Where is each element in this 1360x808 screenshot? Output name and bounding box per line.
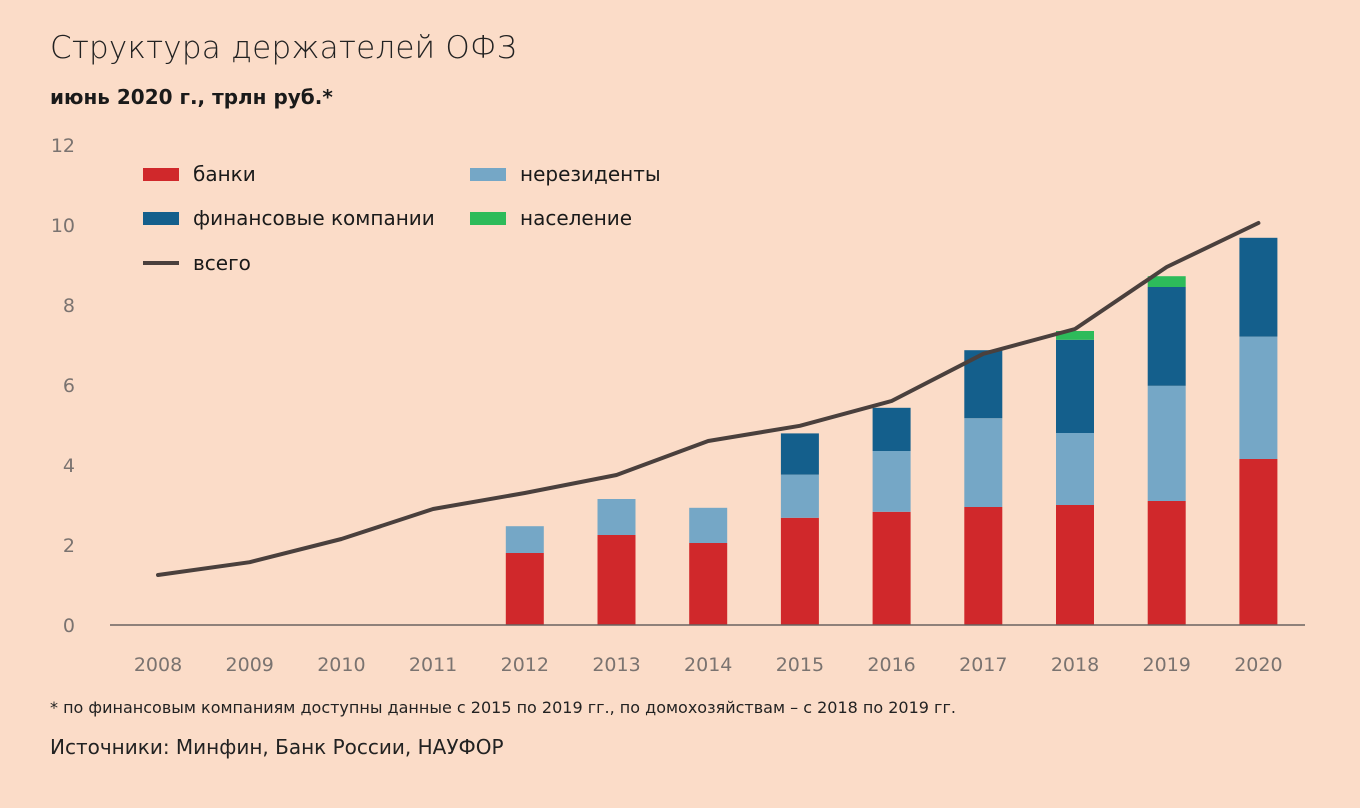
y-axis-ticks: 0 2 4 6 8 10 12 [51,135,75,637]
x-tick-label-2018: 2018 [1051,654,1099,676]
legend-label-1: нерезиденты [520,162,661,186]
bar-2012-series-1 [505,526,544,553]
bar-2017-series-1 [964,418,1003,507]
x-tick-label-2017: 2017 [959,654,1007,676]
bar-2013-series-1 [597,499,636,535]
bars-layer [505,237,1278,625]
x-axis-ticks: 2008 2009 2010 2011 2012 2013 2014 2015 2016 2017… [134,654,1283,676]
x-tick-label-2016: 2016 [867,654,915,676]
y-tick-label-12: 12 [51,135,75,157]
legend-swatch-2 [143,212,179,225]
x-tick-label-2015: 2015 [776,654,824,676]
bar-2018-series-3 [1056,331,1094,340]
x-tick-label-2010: 2010 [317,654,365,676]
bar-2018-series-1 [1056,433,1094,505]
bar-2015-series-1 [780,474,819,518]
bar-2018-series-0 [1056,505,1094,625]
x-tick-label-2012: 2012 [501,654,549,676]
bar-2015-series-0 [780,517,819,625]
bar-2018-series-2 [1056,339,1094,433]
legend-swatch-3 [470,212,506,225]
y-tick-label-6: 6 [63,375,75,397]
legend-label-2: финансовые компании [193,206,435,230]
x-tick-label-2009: 2009 [226,654,274,676]
bar-2020-series-1 [1239,336,1278,459]
footnote: * по финансовым компаниям доступны данны… [50,698,956,717]
legend-label-line: всего [193,251,251,275]
bar-2019-series-2 [1147,287,1186,386]
bar-2019-series-3 [1147,276,1186,287]
x-tick-label-2019: 2019 [1143,654,1191,676]
legend-label-3: население [520,206,632,230]
bar-2016-series-2 [872,407,911,451]
legend-swatch-0 [143,168,179,181]
bar-2017-series-0 [964,507,1003,625]
legend: банки нерезиденты финансовые компании насел… [143,162,661,275]
bar-2020-series-0 [1239,459,1278,625]
y-tick-label-4: 4 [63,455,75,477]
y-tick-label-2: 2 [63,535,75,557]
bar-2014-series-1 [689,507,728,543]
bar-2019-series-1 [1147,385,1186,501]
bar-2012-series-0 [505,553,544,625]
sources: Источники: Минфин, Банк России, НАУФОР [50,735,504,759]
y-tick-label-8: 8 [63,295,75,317]
x-tick-label-2011: 2011 [409,654,457,676]
chart-title: Структура держателей ОФЗ [50,30,517,66]
legend-label-0: банки [193,162,256,186]
bar-2020-series-2 [1239,237,1278,337]
chart-subtitle: июнь 2020 г., трлн руб.* [50,85,333,109]
x-tick-label-2013: 2013 [592,654,640,676]
x-tick-label-2008: 2008 [134,654,182,676]
bar-2019-series-0 [1147,501,1186,625]
legend-swatch-1 [470,168,506,181]
total-line-layer [156,221,1261,577]
bar-2014-series-0 [689,543,728,625]
bar-2015-series-2 [780,433,819,475]
x-tick-label-2014: 2014 [684,654,732,676]
bar-2016-series-0 [872,511,911,625]
y-tick-label-10: 10 [51,215,75,237]
bar-2013-series-0 [597,535,636,625]
bar-2016-series-1 [872,451,911,512]
y-tick-label-0: 0 [63,615,75,637]
x-tick-label-2020: 2020 [1234,654,1282,676]
